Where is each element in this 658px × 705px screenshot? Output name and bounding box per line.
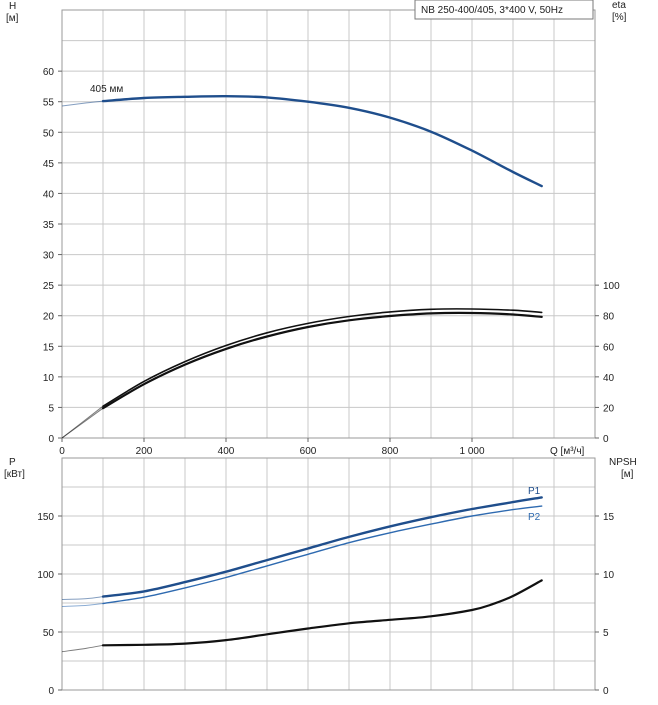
npsh-curve-extension — [61, 644, 104, 653]
eta-tick-label: 80 — [603, 312, 615, 323]
power-p2-curve — [102, 505, 543, 605]
q-tick-label: 400 — [218, 446, 235, 457]
q-tick-label: 800 — [382, 446, 399, 457]
h-tick-label: 30 — [43, 251, 55, 262]
head-curve-label: 405 мм — [90, 84, 123, 95]
eta-tick-label: 40 — [603, 373, 615, 384]
h-tick-label: 35 — [43, 220, 55, 231]
p-tick-label: 0 — [48, 686, 54, 697]
h-tick-label: 25 — [43, 281, 55, 292]
right-axis-label-npsh: NPSH — [609, 457, 637, 468]
bottom-npsh-ticks: 0 5 10 15 — [595, 512, 615, 697]
right-axis-unit-npsh: [м] — [621, 469, 634, 480]
h-tick-label: 10 — [43, 373, 55, 384]
right-axis-unit-eta: [%] — [612, 12, 627, 23]
h-tick-label: 20 — [43, 312, 55, 323]
h-tick-label: 50 — [43, 128, 55, 139]
x-axis-label-q: Q [м³/ч] — [550, 446, 585, 457]
p2-curve-label: P2 — [528, 512, 541, 523]
eta-tick-label: 20 — [603, 403, 615, 414]
right-axis-label-eta: eta — [612, 0, 626, 11]
efficiency-curve-eta2 — [102, 308, 543, 407]
efficiency-curve-eta2-extension — [61, 405, 104, 439]
left-axis-label-p: P — [9, 457, 16, 468]
h-tick-label: 15 — [43, 342, 55, 353]
eta-tick-label: 100 — [603, 281, 620, 292]
p1-curve-label: P1 — [528, 486, 541, 497]
q-tick-label: 600 — [300, 446, 317, 457]
top-curves — [61, 94, 543, 439]
q-tick-label: 1 000 — [459, 446, 484, 457]
chart-title: NB 250-400/405, 3*400 V, 50Hz — [421, 5, 563, 16]
npsh-tick-label: 15 — [603, 512, 615, 523]
bottom-grid — [62, 458, 595, 690]
h-tick-label: 40 — [43, 189, 55, 200]
h-tick-label: 45 — [43, 159, 55, 170]
h-tick-label: 5 — [48, 403, 54, 414]
top-grid — [62, 10, 595, 438]
npsh-curve — [101, 579, 543, 647]
power-p2-curve-extension — [61, 603, 104, 607]
h-tick-label: 0 — [48, 434, 54, 445]
title-box — [414, 0, 594, 20]
power-p1-curve — [101, 496, 543, 598]
q-tick-label: 0 — [59, 446, 65, 457]
eta-tick-label: 0 — [603, 434, 609, 445]
h-tick-label: 60 — [43, 67, 55, 78]
left-axis-unit-h: [м] — [6, 13, 19, 24]
p-tick-label: 150 — [37, 512, 54, 523]
bottom-curves — [61, 496, 543, 653]
head-curve-extension — [61, 100, 104, 107]
npsh-tick-label: 0 — [603, 686, 609, 697]
left-axis-label-h: H — [9, 1, 16, 12]
npsh-tick-label: 10 — [603, 570, 615, 581]
efficiency-curve-eta1 — [101, 311, 543, 410]
q-tick-label: 200 — [136, 446, 153, 457]
p-tick-label: 50 — [43, 628, 55, 639]
top-y-ticks: 0 5 10 15 20 25 30 35 40 45 50 55 60 — [43, 67, 62, 445]
eta-tick-label: 60 — [603, 342, 615, 353]
npsh-tick-label: 5 — [603, 628, 609, 639]
head-curve — [101, 94, 543, 188]
p-tick-label: 100 — [37, 570, 54, 581]
h-tick-label: 55 — [43, 98, 55, 109]
left-axis-unit-p: [кВт] — [4, 469, 25, 480]
top-eta-ticks: 0 20 40 60 80 100 — [595, 281, 620, 445]
power-p1-curve-extension — [61, 596, 104, 600]
top-x-ticks: 0 200 400 600 800 1 000 — [59, 438, 485, 457]
bottom-y-ticks: 0 50 100 150 — [37, 512, 62, 697]
